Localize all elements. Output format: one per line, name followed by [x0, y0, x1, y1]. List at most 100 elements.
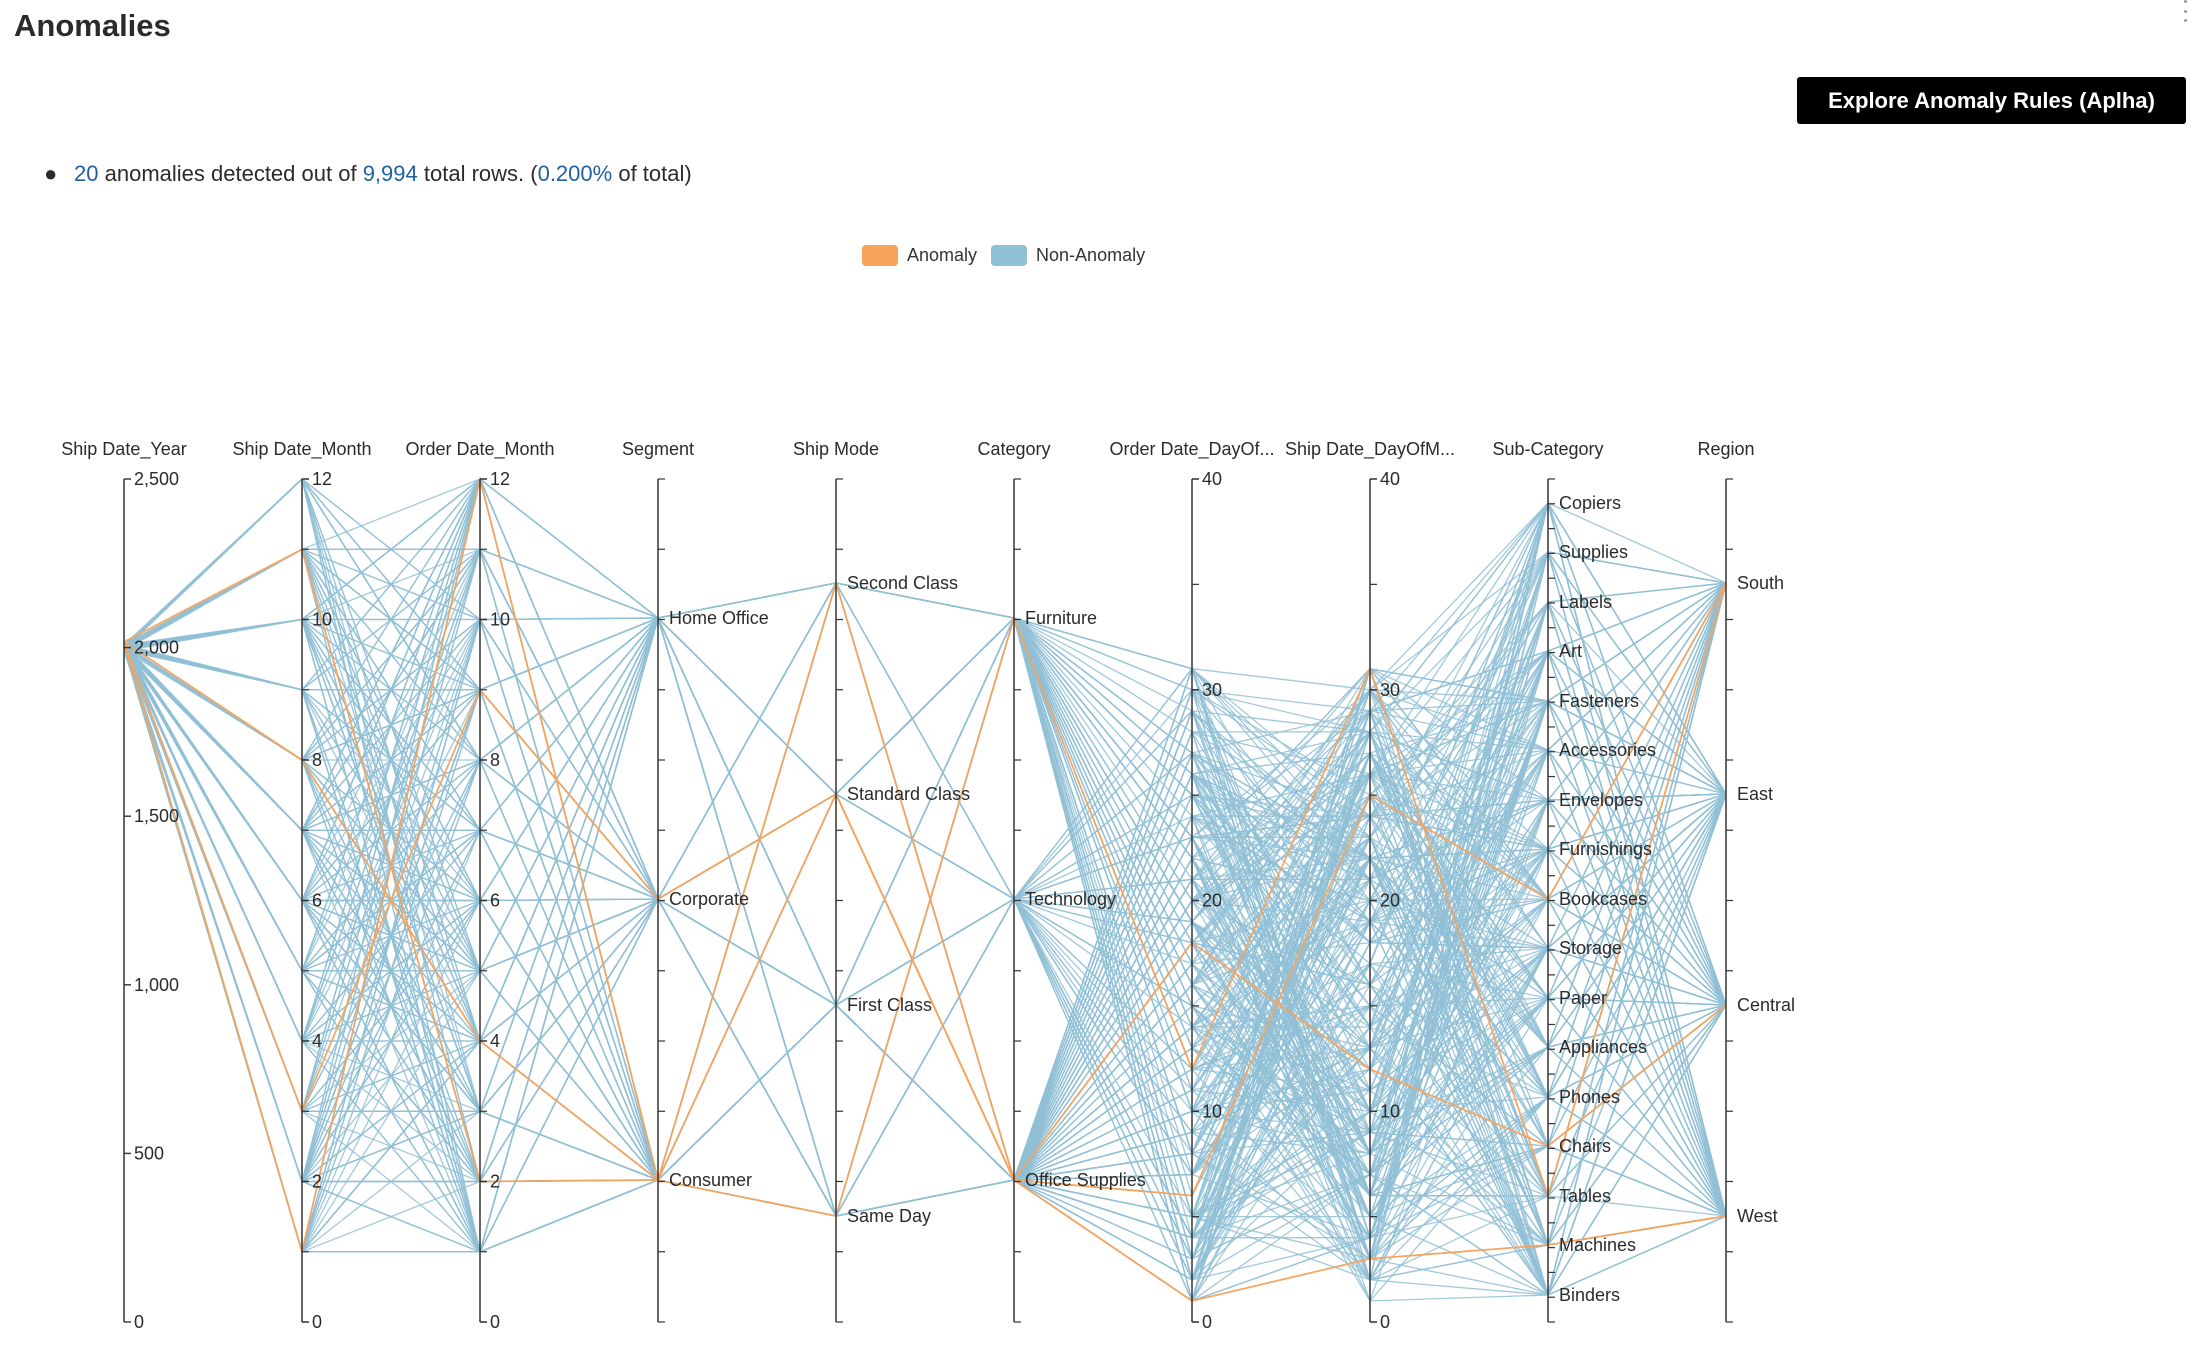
chart-legend: Anomaly Non-Anomaly: [862, 245, 1159, 266]
axis-10[interactable]: Region South East Central West: [1697, 439, 1795, 1323]
axis-9[interactable]: Sub-Category Copiers Supplies Labels Art Fast…: [1492, 439, 1656, 1323]
category-label: First Class: [847, 995, 932, 1015]
legend-label-non-anomaly: Non-Anomaly: [1036, 245, 1146, 265]
category-label: Furniture: [1025, 608, 1097, 628]
axis-tick-label: 10: [1380, 1101, 1400, 1121]
axis-tick-label: 40: [1380, 469, 1400, 489]
axis-tick-label: 2,000: [134, 638, 179, 658]
axis-tick-label: 12: [312, 469, 332, 489]
axis-2[interactable]: Ship Date_Month 0 2 4 6 8 10 12: [232, 439, 371, 1332]
axis-tick-label: 20: [1202, 891, 1222, 911]
category-label: Consumer: [669, 1170, 752, 1190]
anomaly-summary: ● 20 anomalies detected out of 9,994 tota…: [44, 161, 692, 187]
bullet-icon: ●: [44, 161, 58, 186]
legend-swatch-non-anomaly: [991, 245, 1028, 266]
category-label: Appliances: [1559, 1037, 1647, 1057]
axis-title: Sub-Category: [1492, 439, 1603, 459]
legend-swatch-anomaly: [862, 245, 898, 266]
axis-tick-label: 4: [312, 1031, 322, 1051]
category-label: Art: [1559, 641, 1582, 661]
axis-1[interactable]: Ship Date_Year 0 500 1,000 1,500 2,000 2,500: [61, 439, 186, 1332]
axis-7[interactable]: Order Date_DayOf... 0 10 20 30 40: [1109, 439, 1274, 1332]
axis-tick-label: 2: [490, 1172, 500, 1192]
axis-tick-label: 6: [490, 891, 500, 911]
axis-8[interactable]: Ship Date_DayOfM... 0 10 20 30 40: [1285, 439, 1455, 1332]
summary-text-1: anomalies detected out of: [104, 161, 357, 186]
category-label: Machines: [1559, 1235, 1636, 1255]
axis-title: Ship Date_DayOfM...: [1285, 439, 1455, 460]
summary-text-2: total rows. (: [423, 161, 538, 186]
axis-tick-label: 1,500: [134, 806, 179, 826]
axis-tick-label: 8: [312, 750, 322, 770]
kebab-menu-icon[interactable]: [2178, 0, 2192, 22]
category-label: Supplies: [1559, 542, 1628, 562]
category-label: South: [1737, 573, 1784, 593]
category-label: Paper: [1559, 988, 1607, 1008]
category-label: East: [1737, 784, 1773, 804]
axis-title: Ship Date_Month: [232, 439, 371, 460]
category-label: West: [1737, 1206, 1778, 1226]
axis-tick-label: 10: [490, 610, 510, 630]
axis-tick-label: 40: [1202, 469, 1222, 489]
non-anomaly-line: [123, 615, 1727, 1253]
axis-tick-label: 0: [1202, 1312, 1212, 1332]
axis-tick-label: 8: [490, 750, 500, 770]
axis-5[interactable]: Ship Mode Second Class Standard Class First…: [793, 439, 970, 1323]
axis-tick-label: 20: [1380, 891, 1400, 911]
anomaly-percent: 0.200%: [537, 161, 613, 186]
category-label: Fasteners: [1559, 691, 1639, 711]
axis-tick-label: 6: [312, 891, 322, 911]
summary-text-3: of total): [618, 161, 692, 186]
category-label: Labels: [1559, 592, 1612, 612]
axis-tick-label: 0: [490, 1312, 500, 1332]
chart-axes: Ship Date_Year05001,0001,5002,0002,500Sh…: [61, 439, 1795, 1332]
axis-title: Order Date_Month: [405, 439, 554, 460]
category-label: Bookcases: [1559, 889, 1647, 909]
legend-label-anomaly: Anomaly: [907, 245, 978, 265]
axis-title: Ship Mode: [793, 439, 879, 459]
category-label: Furnishings: [1559, 839, 1652, 859]
category-label: Corporate: [669, 889, 749, 909]
axis-tick-label: 0: [1380, 1312, 1390, 1332]
axis-title: Ship Date_Year: [61, 439, 186, 460]
axis-4[interactable]: Segment Home Office Corporate Consumer: [622, 439, 769, 1323]
category-label: Central: [1737, 995, 1795, 1015]
axis-tick-label: 2: [312, 1172, 322, 1192]
anomaly-count: 20: [74, 161, 99, 186]
axis-6[interactable]: Category Furniture Technology Office Suppli…: [977, 439, 1146, 1323]
kebab-dot: [2183, 0, 2187, 3]
category-label: Standard Class: [847, 784, 970, 804]
axis-tick-label: 2,500: [134, 469, 179, 489]
category-label: Phones: [1559, 1087, 1620, 1107]
axis-tick-label: 1,000: [134, 975, 179, 995]
category-label: Office Supplies: [1025, 1170, 1146, 1190]
category-label: Copiers: [1559, 493, 1621, 513]
category-label: Tables: [1559, 1186, 1611, 1206]
non-anomaly-line: [123, 617, 1727, 1239]
axis-title: Segment: [622, 439, 694, 459]
total-rows: 9,994: [362, 161, 418, 186]
axis-tick-label: 30: [1202, 680, 1222, 700]
legend-item-anomaly[interactable]: Anomaly: [862, 245, 977, 266]
anomaly-line[interactable]: [123, 579, 1727, 1197]
axis-title: Category: [977, 439, 1050, 459]
explore-anomaly-rules-button[interactable]: Explore Anomaly Rules (Aplha): [1797, 77, 2186, 124]
category-label: Technology: [1025, 889, 1116, 909]
axis-tick-label: 0: [312, 1312, 322, 1332]
anomaly-lines: [123, 478, 1727, 1302]
category-label: Same Day: [847, 1206, 931, 1226]
page-title: Anomalies: [14, 8, 171, 43]
axis-tick-label: 30: [1380, 680, 1400, 700]
axis-tick-label: 4: [490, 1031, 500, 1051]
legend-item-non-anomaly[interactable]: Non-Anomaly: [991, 245, 1145, 266]
non-anomaly-line: [123, 582, 1727, 1184]
axis-tick-label: 10: [312, 610, 332, 630]
axis-title: Region: [1697, 439, 1754, 459]
non-anomaly-line: [123, 548, 1727, 1198]
category-label: Second Class: [847, 573, 958, 593]
axis-3[interactable]: Order Date_Month 0 2 4 6 8 10 12: [405, 439, 554, 1332]
category-label: Envelopes: [1559, 790, 1643, 810]
axis-tick-label: 12: [490, 469, 510, 489]
category-label: Storage: [1559, 938, 1622, 958]
